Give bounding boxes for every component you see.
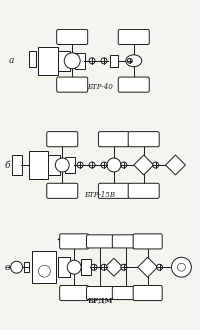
FancyBboxPatch shape [133,234,162,249]
FancyBboxPatch shape [128,183,159,198]
FancyBboxPatch shape [60,234,89,249]
FancyBboxPatch shape [118,29,149,45]
Circle shape [121,264,127,270]
Text: в: в [5,263,10,272]
Text: БТР-15В: БТР-15В [84,191,116,199]
Ellipse shape [107,158,121,172]
Circle shape [127,58,132,63]
Ellipse shape [172,257,191,277]
Circle shape [77,162,83,168]
Text: а: а [9,56,14,65]
FancyBboxPatch shape [133,285,162,301]
Bar [38,47,58,75]
Polygon shape [134,155,154,175]
Polygon shape [166,155,185,175]
Circle shape [38,265,50,277]
Text: БТР-40: БТР-40 [87,82,113,91]
Bar [24,262,29,272]
FancyBboxPatch shape [57,77,88,92]
Bar [58,51,70,71]
FancyBboxPatch shape [98,132,129,147]
FancyBboxPatch shape [128,132,159,147]
Bar [58,257,70,277]
Bar [81,259,91,275]
Bar [65,157,75,173]
Circle shape [89,58,95,64]
FancyBboxPatch shape [112,235,139,248]
Polygon shape [138,257,158,277]
Circle shape [64,53,80,69]
Bar [48,155,60,175]
Bar [110,55,118,67]
Text: БРДМ: БРДМ [87,297,113,305]
Ellipse shape [126,55,142,67]
FancyBboxPatch shape [57,29,88,45]
FancyBboxPatch shape [118,77,149,92]
FancyBboxPatch shape [112,286,139,300]
FancyBboxPatch shape [86,235,114,248]
Circle shape [153,162,159,168]
Circle shape [67,260,81,274]
Circle shape [121,162,127,168]
FancyBboxPatch shape [60,285,89,301]
Circle shape [89,162,95,168]
Bar [32,251,56,283]
Circle shape [91,264,97,270]
Text: б: б [5,160,10,170]
Bar [12,155,22,175]
Circle shape [177,263,185,271]
Circle shape [101,58,107,64]
Circle shape [157,264,163,270]
Circle shape [55,158,69,172]
Bar [29,51,36,67]
FancyBboxPatch shape [86,286,114,300]
FancyBboxPatch shape [47,132,78,147]
Bar [29,151,48,179]
Circle shape [101,264,107,270]
Bar [75,53,85,69]
Circle shape [101,162,107,168]
FancyBboxPatch shape [47,183,78,198]
Polygon shape [105,258,123,276]
Circle shape [11,261,23,273]
FancyBboxPatch shape [98,183,129,198]
